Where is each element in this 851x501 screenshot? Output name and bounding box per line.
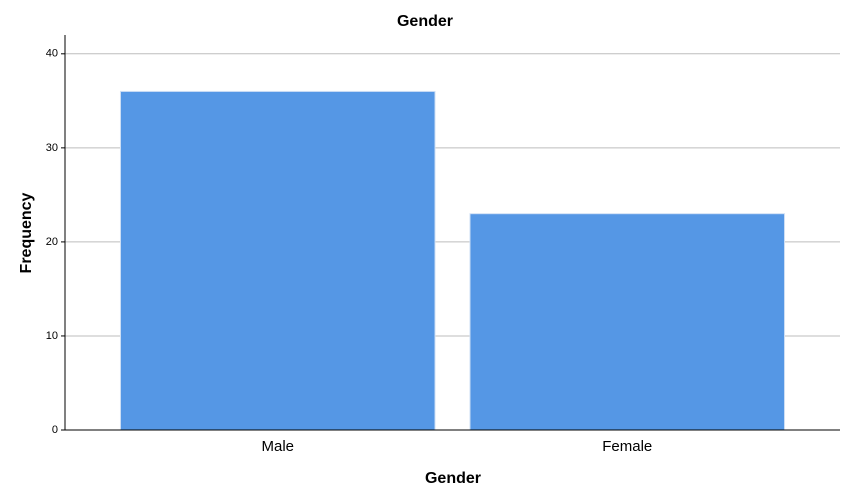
y-tick-label: 40 (46, 48, 58, 60)
y-tick-label: 20 (46, 236, 58, 248)
chart-title: Gender (397, 13, 453, 30)
bar (469, 213, 786, 431)
x-tick-label: Female (602, 438, 652, 455)
y-tick-label: 10 (46, 330, 58, 342)
bar (119, 90, 436, 431)
y-axis-label: Frequency (18, 192, 35, 273)
x-axis-label: Gender (425, 470, 481, 487)
x-tick-label: Male (261, 438, 294, 455)
y-tick-label: 30 (46, 142, 58, 154)
y-tick-label: 0 (52, 424, 58, 436)
